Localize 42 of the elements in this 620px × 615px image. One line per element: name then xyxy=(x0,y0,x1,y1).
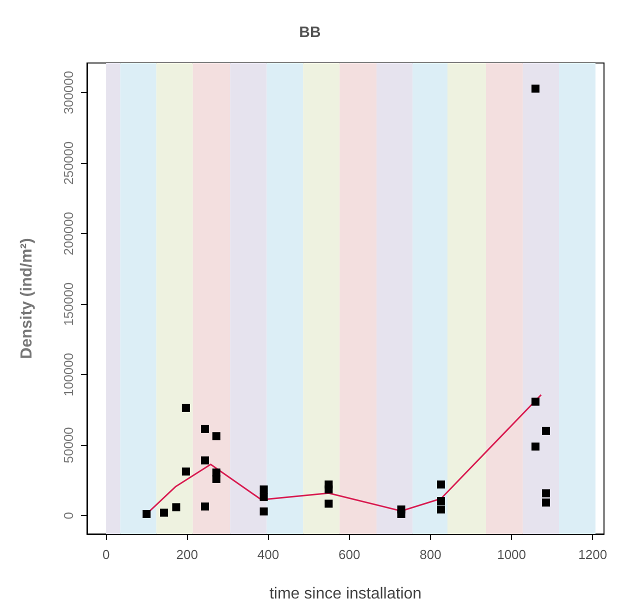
point xyxy=(182,404,190,412)
point xyxy=(542,498,550,507)
x-tick-label: 800 xyxy=(420,547,442,562)
y-tick-label: 50000 xyxy=(61,427,76,464)
point xyxy=(324,500,333,508)
point xyxy=(212,475,220,484)
point xyxy=(397,510,406,518)
y-tick-label: 200000 xyxy=(61,212,76,256)
point xyxy=(201,502,209,510)
point xyxy=(436,497,445,505)
y-tick-label: 150000 xyxy=(61,282,76,326)
x-axis-title: time since installation xyxy=(269,586,422,602)
y-tick-label: 100000 xyxy=(61,352,76,396)
y-tick-label: 300000 xyxy=(61,70,76,114)
x-tick-label: 400 xyxy=(257,547,280,562)
x-tick-label: 1000 xyxy=(497,547,526,562)
point xyxy=(201,424,209,433)
y-tick-label: 250000 xyxy=(61,141,76,185)
y-tick-label: 0 xyxy=(61,512,76,520)
point xyxy=(542,489,550,498)
x-tick-label: 200 xyxy=(176,547,198,562)
point xyxy=(436,480,445,489)
point xyxy=(172,503,180,512)
point xyxy=(142,510,151,518)
point xyxy=(324,485,333,494)
x-tick-label: 600 xyxy=(338,547,360,562)
point xyxy=(531,442,540,451)
point xyxy=(531,84,540,93)
point xyxy=(542,426,550,435)
point xyxy=(212,432,220,440)
point xyxy=(260,493,268,502)
x-tick-label: 0 xyxy=(102,547,110,562)
chart-title: BB xyxy=(299,24,321,41)
point xyxy=(260,485,268,494)
point xyxy=(182,468,190,476)
x-tick-label: 1200 xyxy=(578,547,608,562)
point xyxy=(260,507,268,516)
point xyxy=(531,398,540,406)
point xyxy=(160,508,168,517)
point xyxy=(436,505,445,514)
y-axis-title: Density (ind/m²) xyxy=(18,238,36,359)
point xyxy=(201,456,209,464)
